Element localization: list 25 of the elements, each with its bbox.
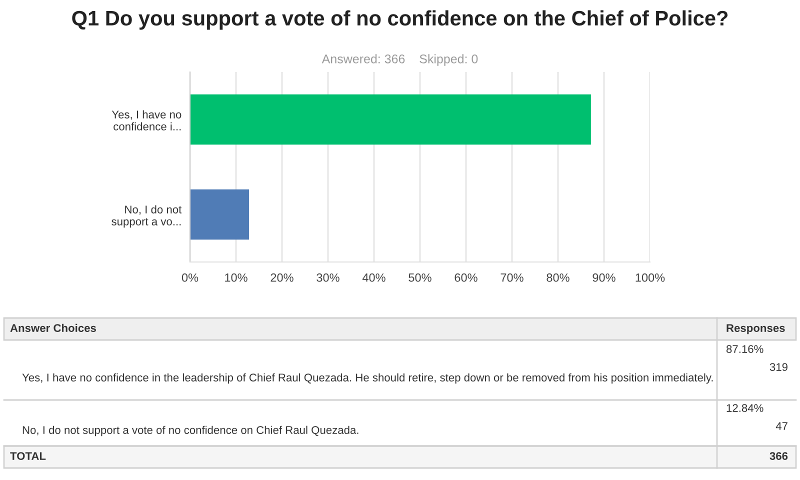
text: 319 <box>770 363 788 371</box>
x-tick-label: 20% <box>270 273 294 282</box>
x-tick-label: 30% <box>316 273 340 282</box>
x-tick-label: 100% <box>636 273 665 282</box>
text: 12.84% <box>726 404 764 412</box>
chart-title: Q1 Do you support a vote of no confidence on the Chief of Police? <box>72 10 728 30</box>
text: Answer Choices <box>10 324 96 332</box>
x-tick-label: 0% <box>182 273 198 282</box>
x-tick-label: 90% <box>592 273 616 282</box>
y-tick-label: No, I do not support a vo... <box>112 205 182 228</box>
chart-subtitle: Answered: 366 Skipped: 0 <box>322 54 478 66</box>
y-tick-label: Yes, I have no confidence i... <box>112 110 182 130</box>
text: No, I do not support a vote of no confidence on Chief Raul Quezada. <box>22 426 358 436</box>
text: Responses <box>726 324 785 334</box>
x-tick-label: 40% <box>362 273 386 282</box>
x-tick-label: 70% <box>500 273 524 282</box>
x-tick-label: 10% <box>225 273 248 282</box>
text: Yes, I have no confidence in the leadership of Chief Raul Quezada. He should retire, step down or be removed from his position immediately. <box>22 373 713 384</box>
x-tick-label: 60% <box>454 273 478 282</box>
text: 47 <box>776 422 788 430</box>
x-tick-label: 50% <box>408 273 432 282</box>
x-tick-label: 80% <box>546 273 570 282</box>
text: 366 <box>770 452 788 460</box>
text: 87.16% <box>726 345 764 353</box>
text: TOTAL <box>10 452 46 460</box>
